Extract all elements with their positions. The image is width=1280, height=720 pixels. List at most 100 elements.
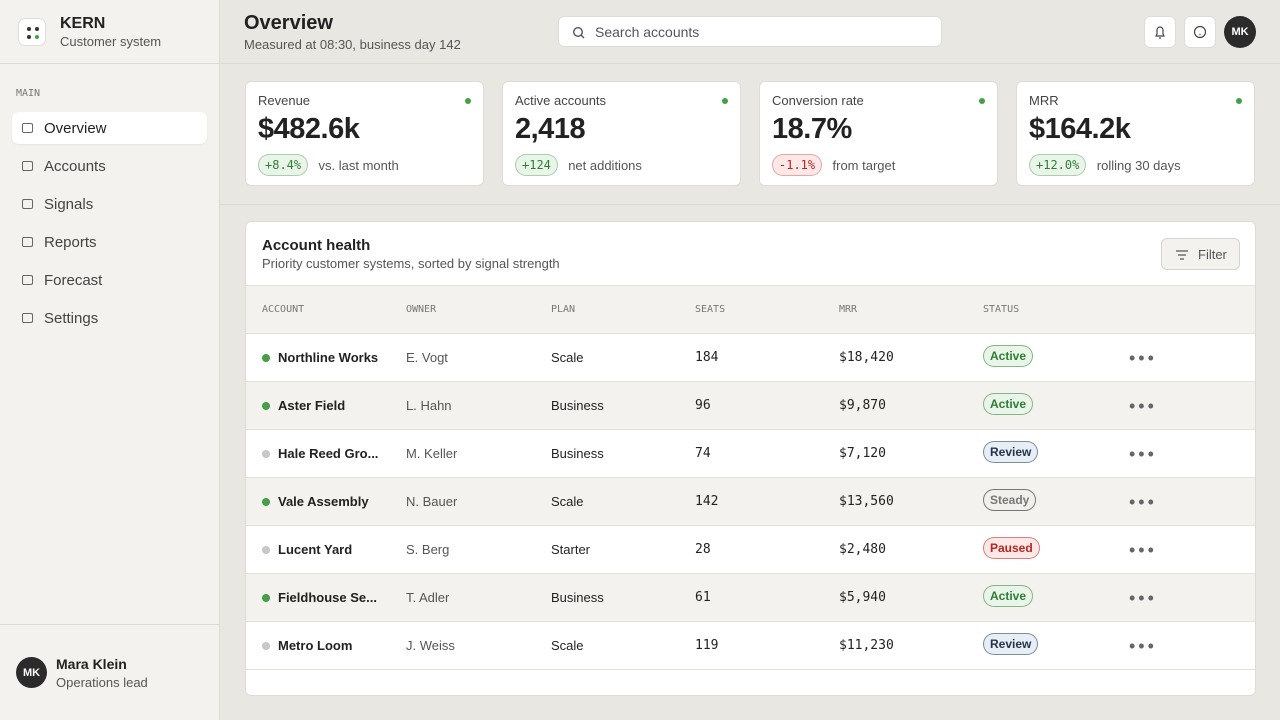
table-cell: Scale — [551, 494, 584, 509]
nav-item[interactable]: Forecast — [12, 264, 207, 296]
table-row[interactable]: Lucent Yard S. Berg Starter 28 $2,480 Paused •… — [246, 526, 1255, 574]
row-menu[interactable]: ••• — [1129, 588, 1157, 608]
status-badge: Review — [983, 441, 1039, 463]
table-cell: E. Vogt — [406, 350, 448, 365]
row-menu[interactable]: ••• — [1129, 348, 1157, 368]
row-menu[interactable]: ••• — [1129, 396, 1157, 416]
help-button[interactable] — [1184, 16, 1216, 48]
kpi-value: $482.6k — [258, 113, 360, 145]
row-status-dot — [262, 354, 270, 362]
kpi-status-dot — [979, 98, 985, 104]
kpi-note: net additions — [568, 158, 642, 173]
nav-item[interactable]: Settings — [12, 302, 207, 334]
kpi-status-dot — [722, 98, 728, 104]
table-cell: Business — [551, 590, 604, 605]
table-row[interactable]: Hale Reed Gro... M. Keller Business 74 $7,12… — [246, 430, 1255, 478]
kpi-card: Revenue $482.6k +8.4% vs. last month — [245, 81, 484, 186]
table-cell: $18,420 — [839, 350, 894, 365]
status-badge: Paused — [983, 537, 1040, 559]
table-cell: $2,480 — [839, 542, 886, 557]
table-cell: Business — [551, 446, 604, 461]
nav-item[interactable]: Accounts — [12, 150, 207, 182]
page-subtitle: Measured at 08:30, business day 142 — [244, 37, 461, 52]
logo — [18, 18, 46, 46]
status-badge: Active — [983, 345, 1034, 367]
table-cell: $9,870 — [839, 398, 886, 413]
column-header: ACCOUNT — [262, 304, 305, 315]
table-cell: 96 — [695, 398, 711, 413]
user-name: Mara Klein — [56, 656, 127, 672]
filter-icon — [1176, 250, 1188, 260]
help-icon — [1193, 25, 1207, 39]
table-cell: Starter — [551, 542, 591, 557]
row-menu[interactable]: ••• — [1129, 444, 1157, 464]
table-cell: T. Adler — [406, 590, 450, 605]
row-status-dot — [262, 402, 270, 410]
table-cell: Fieldhouse Se... — [278, 590, 377, 605]
table-row[interactable]: Metro Loom J. Weiss Scale 119 $11,230 Review •… — [246, 622, 1255, 670]
kpi-value: 18.7% — [772, 113, 852, 145]
row-status-dot — [262, 498, 270, 506]
table-row[interactable]: Vale Assembly N. Bauer Scale 142 $13,560 Stea… — [246, 478, 1255, 526]
divider — [0, 624, 219, 625]
header-avatar[interactable]: MK — [1224, 16, 1256, 48]
row-status-dot — [262, 594, 270, 602]
table-cell: Vale Assembly — [278, 494, 369, 509]
table-subtitle: Priority customer systems, sorted by sig… — [262, 256, 560, 271]
user-avatar: MK — [16, 657, 47, 688]
table-cell: Hale Reed Gro... — [278, 446, 379, 461]
search-box[interactable]: Search accounts — [558, 16, 942, 47]
nav-item[interactable]: Signals — [12, 188, 207, 220]
kpi-status-dot — [1236, 98, 1242, 104]
nav-section: MAIN — [16, 88, 41, 99]
kpi-note: vs. last month — [318, 158, 399, 173]
column-header: PLAN — [551, 304, 576, 315]
search-icon — [572, 26, 585, 39]
table-cell: S. Berg — [406, 542, 450, 557]
kpi-card: Active accounts 2,418 +124 net additions — [502, 81, 741, 186]
logo-icon — [27, 27, 39, 39]
row-menu[interactable]: ••• — [1129, 540, 1157, 560]
filter-button[interactable]: Filter — [1161, 238, 1240, 270]
table-cell: M. Keller — [406, 446, 458, 461]
table-row[interactable]: Fieldhouse Se... T. Adler Business 61 $5,940… — [246, 574, 1255, 622]
table-cell: J. Weiss — [406, 638, 455, 653]
nav-item[interactable]: Overview — [12, 112, 207, 144]
main: Overview Measured at 08:30, business day… — [220, 0, 1280, 720]
table-cell: Aster Field — [278, 398, 346, 413]
kpi-card: MRR $164.2k +12.0% rolling 30 days — [1016, 81, 1255, 186]
table-row[interactable]: Aster Field L. Hahn Business 96 $9,870 Active… — [246, 382, 1255, 430]
bell-icon — [1155, 26, 1165, 39]
notifications-button[interactable] — [1144, 16, 1176, 48]
kpi-label: MRR — [1029, 93, 1059, 108]
table-cell: 74 — [695, 446, 711, 461]
row-status-dot — [262, 642, 270, 650]
row-menu[interactable]: ••• — [1129, 636, 1157, 656]
kpi-label: Revenue — [258, 93, 311, 108]
table-cell: Lucent Yard — [278, 542, 353, 557]
table-cell: N. Bauer — [406, 494, 458, 509]
column-header: STATUS — [983, 304, 1020, 315]
table-cell: Metro Loom — [278, 638, 353, 653]
nav-item[interactable]: Reports — [12, 226, 207, 258]
row-menu[interactable]: ••• — [1129, 492, 1157, 512]
status-badge: Active — [983, 393, 1034, 415]
table-cell: 28 — [695, 542, 711, 557]
table-cell: L. Hahn — [406, 398, 452, 413]
nav-icon — [22, 123, 33, 133]
page-title: Overview — [244, 12, 333, 34]
row-status-dot — [262, 450, 270, 458]
table-cell: Scale — [551, 350, 584, 365]
search-placeholder: Search accounts — [595, 24, 700, 40]
kpi-note: from target — [832, 158, 896, 173]
divider — [220, 204, 1280, 205]
table-row[interactable]: Northline Works E. Vogt Scale 184 $18,420 Act… — [246, 334, 1255, 382]
table-cell: Business — [551, 398, 604, 413]
account-table: Account health Priority customer systems… — [245, 221, 1256, 696]
kpi-card: Conversion rate 18.7% -1.1% from target — [759, 81, 998, 186]
column-header: OWNER — [406, 304, 437, 315]
status-badge: Steady — [983, 489, 1037, 511]
table-cell: 119 — [695, 638, 719, 653]
